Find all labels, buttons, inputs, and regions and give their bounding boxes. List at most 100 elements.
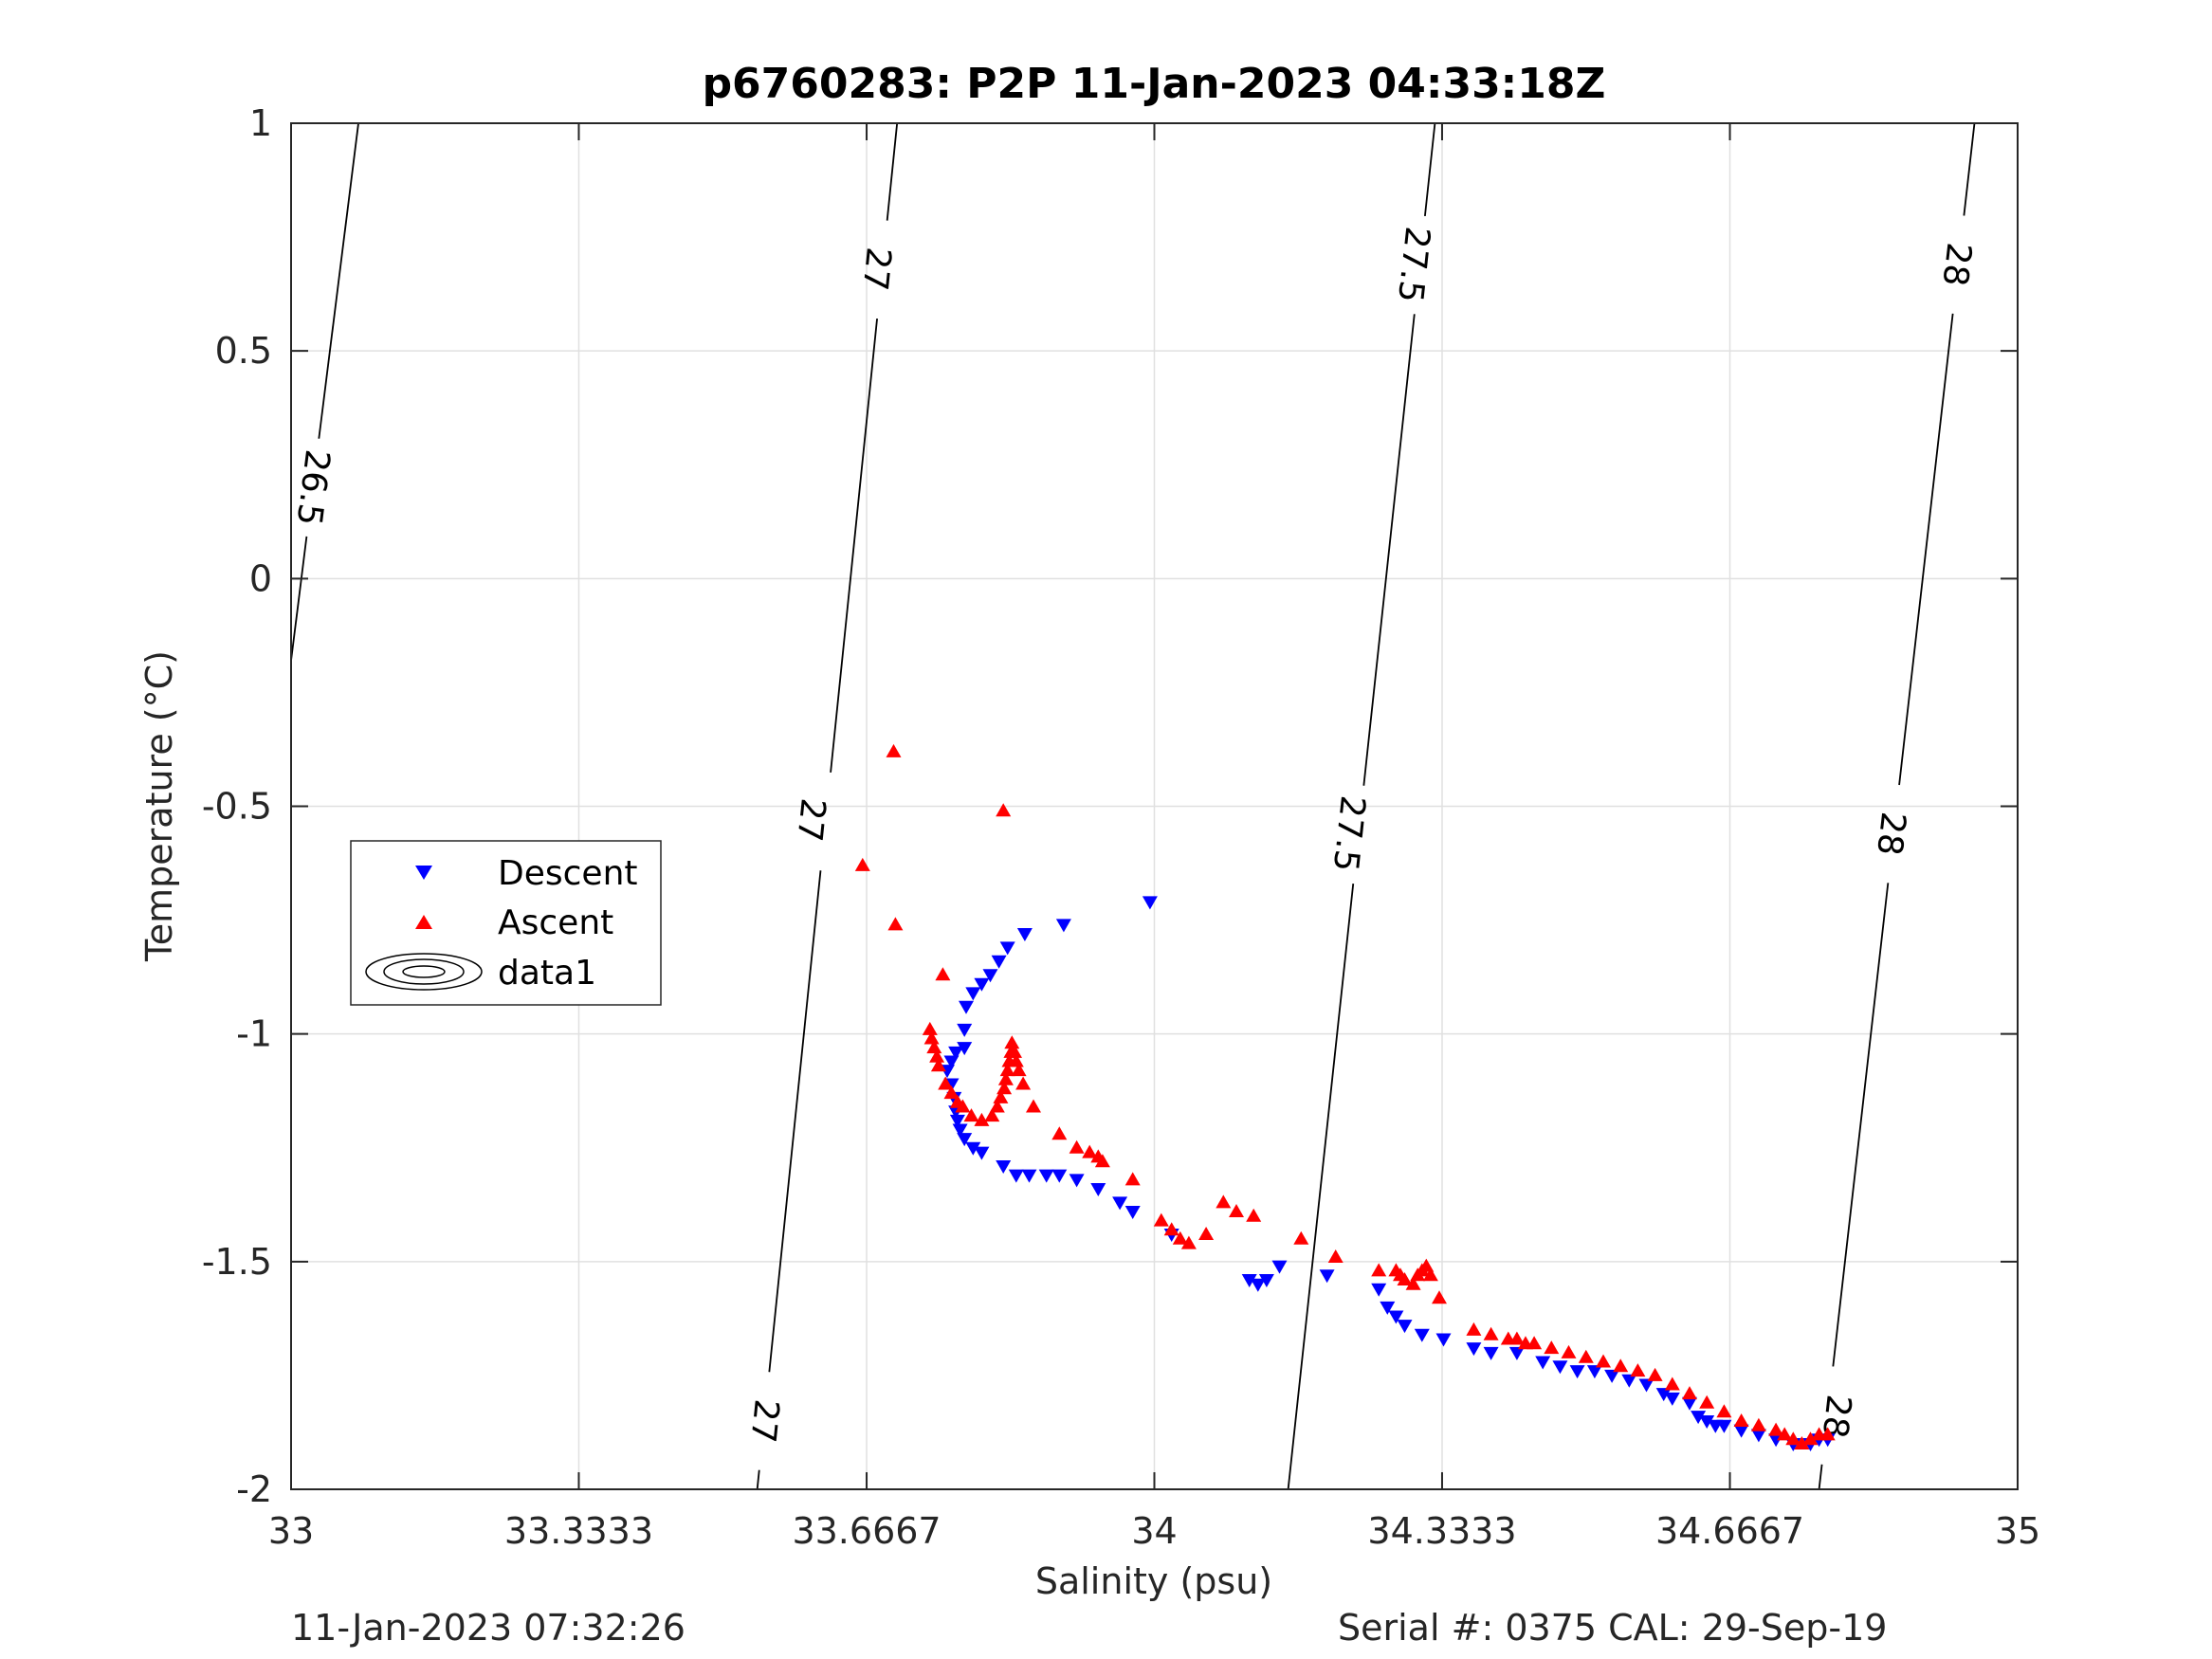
ascent-point bbox=[943, 1085, 960, 1100]
ascent-point bbox=[1153, 1212, 1169, 1227]
ascent-point bbox=[1526, 1336, 1543, 1350]
ascent-point bbox=[1682, 1386, 1697, 1400]
isopycnal-line bbox=[1963, 122, 1976, 216]
ascent-point bbox=[963, 1108, 979, 1122]
x-tick-label: 33.6667 bbox=[792, 1510, 941, 1552]
ascent-point bbox=[1051, 1126, 1068, 1140]
descent-point bbox=[949, 1114, 965, 1128]
ascent-point bbox=[1026, 1099, 1041, 1113]
footer-serial-cal: Serial #: 0375 CAL: 29-Sep-19 bbox=[1338, 1607, 1888, 1649]
isopycnal-line bbox=[318, 122, 359, 439]
ascent-point bbox=[997, 1071, 1014, 1085]
descent-point bbox=[957, 1042, 973, 1056]
ascent-point bbox=[1794, 1436, 1810, 1449]
descent-point bbox=[974, 977, 990, 992]
legend-ascent-label: Ascent bbox=[498, 903, 613, 942]
ascent-point bbox=[1011, 1063, 1027, 1077]
descent-point bbox=[1483, 1346, 1499, 1360]
descent-point bbox=[965, 987, 981, 1001]
ascent-point bbox=[1508, 1331, 1525, 1345]
descent-point bbox=[957, 1023, 973, 1037]
ascent-point bbox=[1124, 1172, 1141, 1186]
footer-timestamp: 11-Jan-2023 07:32:26 bbox=[291, 1607, 686, 1649]
x-axis-ticks: 33 33.3333 33.6667 34 34.3333 34.6667 35 bbox=[268, 123, 2040, 1552]
descent-point bbox=[1716, 1419, 1732, 1433]
ascent-point bbox=[1647, 1367, 1663, 1381]
ascent-point bbox=[1777, 1427, 1793, 1441]
descent-point bbox=[1142, 896, 1158, 910]
isopycnal-label: 27 bbox=[789, 796, 832, 844]
descent-point bbox=[982, 969, 998, 983]
ascent-point bbox=[1802, 1431, 1819, 1446]
y-axis-ticks: -2 -1.5 -1 -0.5 0 0.5 1 bbox=[202, 102, 2018, 1510]
descent-point bbox=[957, 1133, 973, 1147]
descent-point bbox=[1414, 1328, 1430, 1342]
descent-point bbox=[1241, 1274, 1257, 1287]
descent-point bbox=[1380, 1301, 1396, 1315]
isopycnal-line bbox=[830, 318, 878, 773]
descent-point bbox=[1090, 1183, 1106, 1196]
y-tick-label: -0.5 bbox=[202, 786, 272, 828]
ascent-point bbox=[1163, 1222, 1179, 1236]
y-axis-label: Temperature (°C) bbox=[138, 650, 180, 962]
descent-point bbox=[999, 941, 1015, 956]
descent-point bbox=[991, 955, 1007, 969]
descent-point bbox=[1008, 1169, 1024, 1183]
descent-point bbox=[1638, 1378, 1654, 1393]
isopycnal-line bbox=[1818, 1464, 1823, 1490]
ascent-point bbox=[1418, 1258, 1435, 1272]
x-axis-label: Salinity (psu) bbox=[1035, 1560, 1272, 1602]
descent-point bbox=[952, 1123, 968, 1138]
ascent-point bbox=[1596, 1354, 1611, 1368]
descent-point bbox=[1271, 1260, 1288, 1274]
ascent-point bbox=[886, 743, 902, 757]
descent-point bbox=[1586, 1365, 1602, 1379]
legend-box bbox=[350, 840, 662, 1006]
ascent-point bbox=[1733, 1413, 1749, 1427]
contour-icon bbox=[365, 953, 483, 991]
descent-point bbox=[1664, 1392, 1680, 1406]
legend-ascent-marker bbox=[415, 915, 432, 929]
descent-point bbox=[1604, 1369, 1620, 1383]
x-tick-label: 34.3333 bbox=[1367, 1510, 1516, 1552]
isopycnal-line bbox=[1287, 884, 1355, 1490]
descent-point bbox=[1258, 1274, 1274, 1287]
ascent-point bbox=[930, 1058, 946, 1072]
descent-point bbox=[1388, 1310, 1404, 1324]
ascent-point bbox=[989, 1099, 1005, 1113]
legend-data1-label: data1 bbox=[498, 954, 596, 993]
ascent-point bbox=[1371, 1263, 1387, 1277]
ascent-point bbox=[999, 1063, 1015, 1077]
ascent-point bbox=[1750, 1417, 1766, 1431]
ascent-point bbox=[1007, 1044, 1022, 1058]
ascent-point bbox=[1768, 1422, 1784, 1436]
ascent-point bbox=[1082, 1144, 1098, 1158]
isopycnal-label: 28 bbox=[1869, 810, 1912, 857]
descent-point bbox=[1112, 1196, 1128, 1211]
isopycnal-line bbox=[1832, 883, 1890, 1367]
descent-point bbox=[1466, 1342, 1482, 1357]
ascent-point bbox=[1699, 1395, 1715, 1409]
isopycnal-label: 27.5 bbox=[1390, 225, 1436, 304]
ascent-point bbox=[854, 857, 870, 871]
ascent-point bbox=[929, 1048, 945, 1063]
descent-point bbox=[1016, 928, 1033, 941]
ascent-point bbox=[1004, 1035, 1020, 1049]
isopycnal-line bbox=[756, 1469, 760, 1490]
ascent-point bbox=[1246, 1208, 1262, 1222]
descent-point bbox=[965, 1141, 981, 1156]
ascent-point bbox=[1198, 1227, 1215, 1240]
isopycnal-label: 27 bbox=[742, 1397, 785, 1445]
ascent-point bbox=[1432, 1290, 1447, 1304]
ascent-point bbox=[996, 1081, 1013, 1095]
ascent-point bbox=[923, 1030, 940, 1045]
descent-point bbox=[1397, 1320, 1413, 1334]
descent-point bbox=[959, 1000, 974, 1014]
descent-point bbox=[1750, 1429, 1766, 1443]
ascent-point bbox=[1015, 1076, 1032, 1090]
y-tick-label: 1 bbox=[249, 102, 272, 144]
ascent-point bbox=[1397, 1272, 1413, 1285]
ascent-point bbox=[1180, 1235, 1197, 1249]
